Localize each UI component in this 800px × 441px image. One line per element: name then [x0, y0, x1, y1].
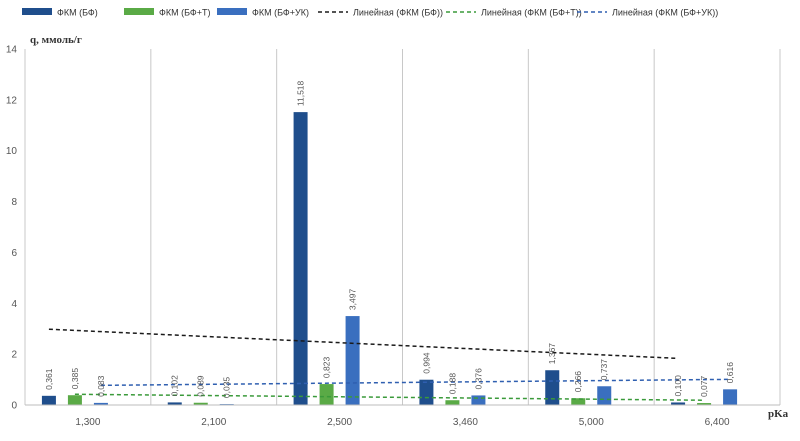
x-tick-label: 5,000 — [579, 417, 604, 428]
bar — [93, 402, 108, 405]
bar — [419, 379, 434, 405]
bar — [697, 403, 712, 405]
bar — [671, 402, 686, 405]
bar — [545, 370, 560, 405]
legend-label: Линейная (ФКМ (БФ+УК)) — [612, 8, 718, 18]
bar — [67, 395, 82, 405]
y-tick-label: 14 — [6, 45, 18, 56]
bar-value-label: 0,616 — [725, 362, 735, 384]
bar-value-label: 0,083 — [96, 375, 106, 397]
bar-value-label: 0,737 — [599, 359, 609, 381]
bar — [597, 386, 612, 405]
bar-value-label: 1,367 — [547, 343, 557, 365]
legend-label: ФКМ (БФ+УК) — [252, 8, 309, 18]
gridlines — [24, 49, 781, 405]
y-tick-label: 4 — [11, 299, 17, 310]
bar — [723, 389, 738, 405]
legend-label: Линейная (ФКМ (БФ+Т)) — [481, 8, 582, 18]
y-tick-label: 6 — [11, 248, 17, 259]
bar — [571, 398, 586, 405]
bar — [345, 316, 360, 405]
bar-value-label: 0,361 — [44, 368, 54, 390]
bar — [445, 400, 460, 405]
y-axis-title: q, ммоль/г — [30, 34, 82, 46]
x-tick-label: 1,300 — [75, 417, 100, 428]
y-axis-ticks: 0 2 4 6 8 10 12 14 — [6, 45, 18, 412]
bar-value-label: 0,994 — [421, 352, 431, 374]
x-tick-label: 3,460 — [453, 417, 478, 428]
y-tick-label: 12 — [6, 95, 18, 106]
bar — [293, 112, 308, 406]
legend-label: ФКМ (БФ+Т) — [159, 8, 210, 18]
bar — [193, 402, 208, 405]
trendline — [48, 328, 679, 360]
x-axis-title: pKa — [768, 408, 789, 420]
legend-label: ФКМ (БФ) — [57, 8, 98, 18]
bar-value-label: 0,266 — [573, 371, 583, 393]
bar — [471, 395, 486, 405]
y-tick-label: 0 — [11, 401, 17, 412]
bars — [41, 112, 738, 406]
bar-value-label: 0,102 — [170, 375, 180, 397]
bar-value-label: 0,077 — [699, 375, 709, 397]
y-tick-label: 8 — [11, 197, 17, 208]
x-tick-label: 2,500 — [327, 417, 352, 428]
bar-value-label: 0,823 — [322, 357, 332, 379]
x-axis-ticks: 1,300 2,100 2,500 3,460 5,000 6,400 — [75, 417, 730, 428]
bar-value-label: 0,385 — [70, 368, 80, 390]
y-tick-label: 10 — [6, 146, 18, 157]
bar — [41, 395, 56, 405]
legend-swatch — [124, 8, 154, 15]
legend-swatch — [22, 8, 52, 15]
bar-value-label: 0,035 — [222, 377, 232, 399]
bar — [167, 402, 182, 405]
bar-value-label: 0,089 — [196, 375, 206, 397]
legend-label: Линейная (ФКМ (БФ)) — [353, 8, 443, 18]
bar-value-label: 0,100 — [673, 375, 683, 397]
bar-value-label: 0,376 — [473, 368, 483, 390]
bar-labels: 0,361 0,102 11,518 0,994 1,367 0,100 0,385 0,08… — [44, 80, 735, 398]
bar-value-label: 0,188 — [447, 373, 457, 395]
legend-swatch — [217, 8, 247, 15]
legend: ФКМ (БФ) ФКМ (БФ+Т) ФКМ (БФ+УК) Линейная (Ф… — [22, 8, 718, 18]
bar-value-label: 3,497 — [348, 289, 358, 311]
y-tick-label: 2 — [11, 350, 17, 361]
x-tick-label: 2,100 — [201, 417, 226, 428]
bar-value-label: 11,518 — [296, 80, 306, 106]
bar — [319, 384, 334, 405]
x-tick-label: 6,400 — [705, 417, 730, 428]
